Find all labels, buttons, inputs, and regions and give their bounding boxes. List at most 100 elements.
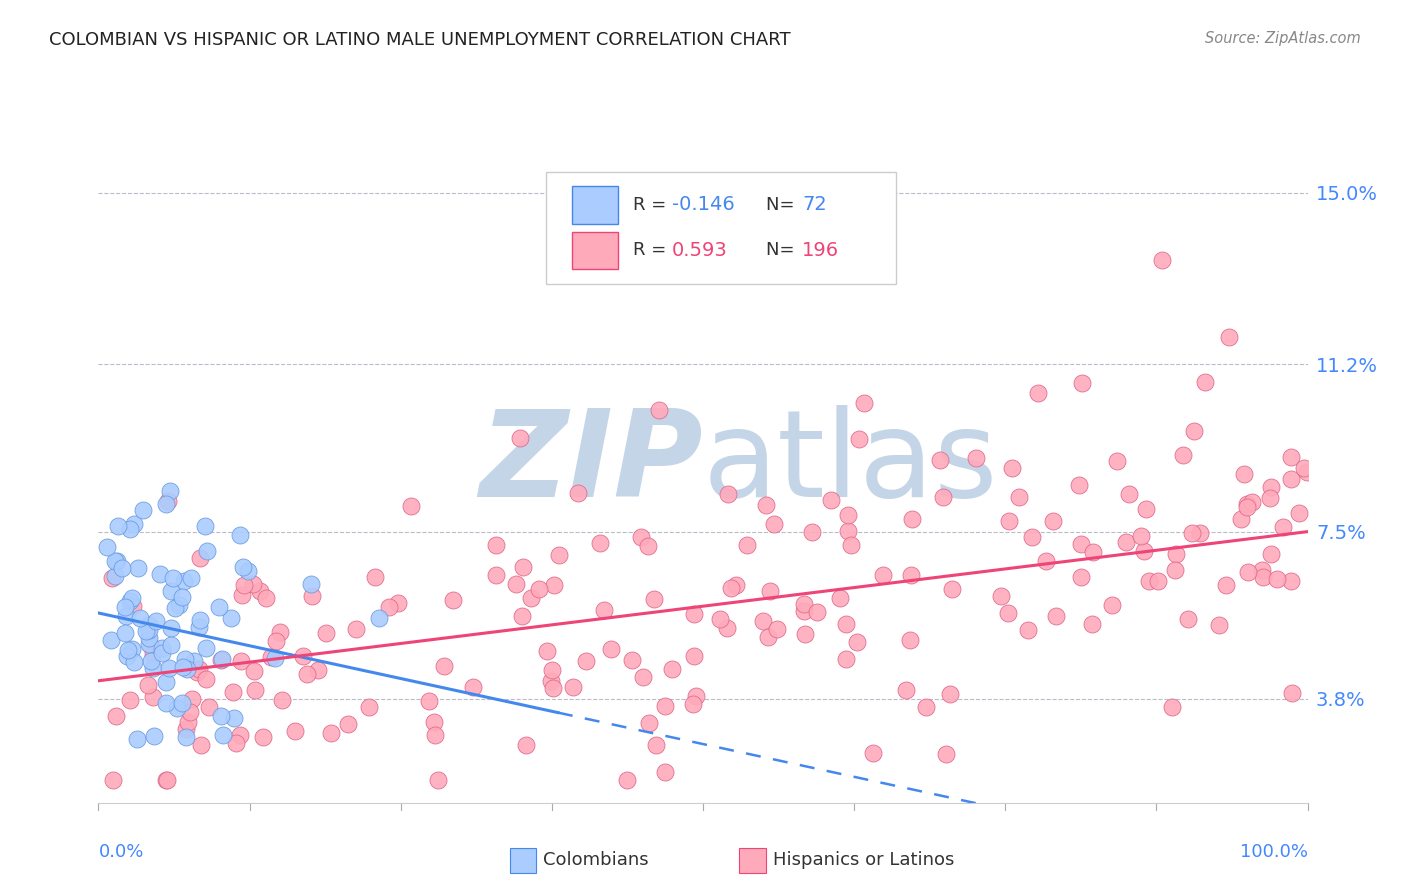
Point: [222, 685, 245, 699]
Point: [139, 639, 162, 653]
Text: N=: N=: [766, 242, 800, 260]
Point: [423, 714, 446, 729]
Point: [114, 626, 136, 640]
Point: [264, 633, 287, 648]
Text: -0.146: -0.146: [672, 195, 734, 214]
Point: [1260, 480, 1282, 494]
Point: [121, 641, 143, 656]
Point: [172, 696, 194, 710]
Point: [114, 599, 136, 614]
Point: [295, 667, 318, 681]
Point: [181, 691, 204, 706]
Point: [853, 395, 876, 409]
Point: [941, 582, 963, 596]
Point: [654, 698, 676, 713]
Point: [136, 678, 159, 692]
Point: [1164, 563, 1187, 577]
Point: [172, 660, 194, 674]
Point: [1229, 512, 1251, 526]
Point: [839, 538, 862, 552]
Point: [1171, 448, 1194, 462]
Point: [716, 621, 738, 635]
Point: [159, 583, 181, 598]
Point: [195, 641, 218, 656]
Point: [837, 524, 859, 538]
Point: [162, 570, 184, 584]
Text: R =: R =: [633, 196, 672, 214]
FancyBboxPatch shape: [572, 186, 619, 224]
Point: [915, 699, 938, 714]
Point: [1133, 543, 1156, 558]
Point: [122, 656, 145, 670]
Point: [155, 497, 177, 511]
Point: [830, 591, 852, 605]
Point: [1240, 494, 1263, 508]
Point: [187, 620, 209, 634]
Point: [1250, 563, 1272, 577]
Point: [211, 651, 233, 665]
Point: [111, 561, 134, 575]
Point: [543, 681, 565, 695]
Point: [589, 536, 612, 550]
Point: [433, 658, 456, 673]
Point: [104, 554, 127, 568]
Point: [846, 635, 869, 649]
Point: [243, 664, 266, 678]
Point: [120, 693, 142, 707]
Point: [536, 644, 558, 658]
Point: [357, 700, 380, 714]
Point: [1118, 486, 1140, 500]
Point: [998, 514, 1021, 528]
Point: [682, 698, 704, 712]
Point: [735, 538, 758, 552]
Point: [1067, 478, 1090, 492]
Point: [173, 652, 195, 666]
Point: [512, 560, 534, 574]
Point: [150, 640, 173, 655]
Point: [1101, 598, 1123, 612]
Point: [1135, 502, 1157, 516]
Point: [229, 528, 252, 542]
Point: [567, 485, 589, 500]
Point: [756, 630, 779, 644]
Point: [243, 683, 266, 698]
Point: [752, 615, 775, 629]
Point: [425, 728, 447, 742]
Y-axis label: Male Unemployment: Male Unemployment: [0, 370, 8, 558]
Point: [142, 730, 165, 744]
Point: [1181, 525, 1204, 540]
Point: [138, 631, 160, 645]
Point: [508, 431, 530, 445]
Point: [101, 773, 124, 788]
Point: [254, 591, 277, 606]
Point: [661, 662, 683, 676]
Point: [180, 571, 202, 585]
Point: [176, 722, 198, 736]
Point: [427, 773, 450, 788]
Point: [835, 616, 858, 631]
Point: [291, 648, 314, 663]
Point: [1147, 574, 1170, 588]
Point: [441, 592, 464, 607]
Point: [167, 598, 190, 612]
Point: [157, 660, 180, 674]
Point: [387, 596, 409, 610]
Point: [399, 499, 422, 513]
Point: [1105, 454, 1128, 468]
Point: [794, 627, 817, 641]
Point: [176, 715, 198, 730]
Point: [630, 530, 652, 544]
Point: [155, 773, 177, 788]
Point: [762, 517, 785, 532]
Point: [643, 592, 665, 607]
Point: [107, 519, 129, 533]
Point: [124, 516, 146, 531]
Point: [160, 638, 183, 652]
Point: [173, 574, 195, 588]
Text: 196: 196: [803, 241, 839, 260]
Point: [520, 591, 543, 606]
Point: [1288, 506, 1310, 520]
Point: [188, 662, 211, 676]
Point: [264, 650, 287, 665]
Text: Source: ZipAtlas.com: Source: ZipAtlas.com: [1205, 31, 1361, 46]
